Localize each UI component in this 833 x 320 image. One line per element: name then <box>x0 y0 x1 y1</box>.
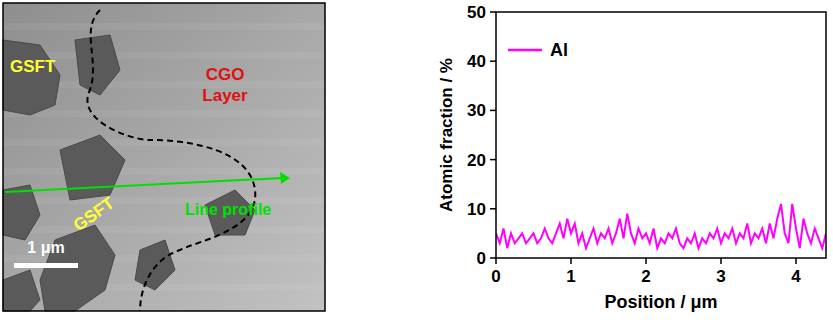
gsft-grain <box>135 240 175 290</box>
grain-label: GSFT <box>10 57 56 76</box>
x-tick-label: 1 <box>566 267 575 286</box>
x-tick <box>795 258 797 264</box>
gsft-grain <box>3 185 40 240</box>
y-tick-label: 20 <box>467 151 486 170</box>
data-line <box>496 204 826 248</box>
scan-stripe <box>3 110 325 117</box>
y-tick-label: 0 <box>477 249 486 268</box>
plot-area <box>496 204 826 248</box>
x-tick-label: 0 <box>491 267 500 286</box>
arrow-head <box>280 172 290 184</box>
boundary-dashed <box>87 10 255 311</box>
scan-stripe <box>3 197 325 204</box>
y-tick <box>490 159 496 161</box>
label-line: CGO <box>206 65 245 84</box>
scale-label: 1 μm <box>27 239 64 256</box>
scale-bar <box>14 263 78 268</box>
y-tick-label: 40 <box>467 52 486 71</box>
gsft-grain <box>3 270 40 311</box>
x-tick <box>720 258 722 264</box>
profile-label: Line profile <box>185 201 271 218</box>
x-tick <box>570 258 572 264</box>
x-axis-title: Position / μm <box>604 292 717 312</box>
y-tick-label: 50 <box>467 3 486 22</box>
scan-stripe <box>3 139 325 146</box>
x-tick-label: 4 <box>791 267 801 286</box>
y-axis-title: Atomic fraction / % <box>437 58 456 212</box>
y-tick-label: 10 <box>467 200 486 219</box>
gsft-grain <box>75 35 120 95</box>
profile-line <box>5 178 282 192</box>
legend-swatch <box>508 49 542 52</box>
x-tick-label: 3 <box>716 267 725 286</box>
x-tick <box>645 258 647 264</box>
y-tick <box>490 110 496 112</box>
y-tick <box>490 257 496 259</box>
layer-label: CGO Layer <box>202 65 248 105</box>
micrograph-background <box>3 3 325 311</box>
scan-stripe <box>3 168 325 175</box>
grain-label: GSFT <box>70 193 119 235</box>
x-tick <box>495 258 497 264</box>
y-tick-label: 30 <box>467 101 486 120</box>
gsft-grain <box>3 40 60 115</box>
x-tick-label: 2 <box>641 267 650 286</box>
scan-stripe <box>3 226 325 233</box>
y-tick <box>490 60 496 62</box>
y-tick <box>490 11 496 13</box>
label-line: Layer <box>202 86 248 105</box>
y-tick <box>490 208 496 210</box>
plot-frame <box>496 12 826 258</box>
micrograph-frame <box>3 3 325 311</box>
gsft-grain <box>60 135 125 200</box>
scan-stripe <box>3 23 325 30</box>
figure: GSFTCGOLayerGSFTLine profile1 μm01020304… <box>0 0 833 320</box>
legend-label: Al <box>550 40 568 60</box>
